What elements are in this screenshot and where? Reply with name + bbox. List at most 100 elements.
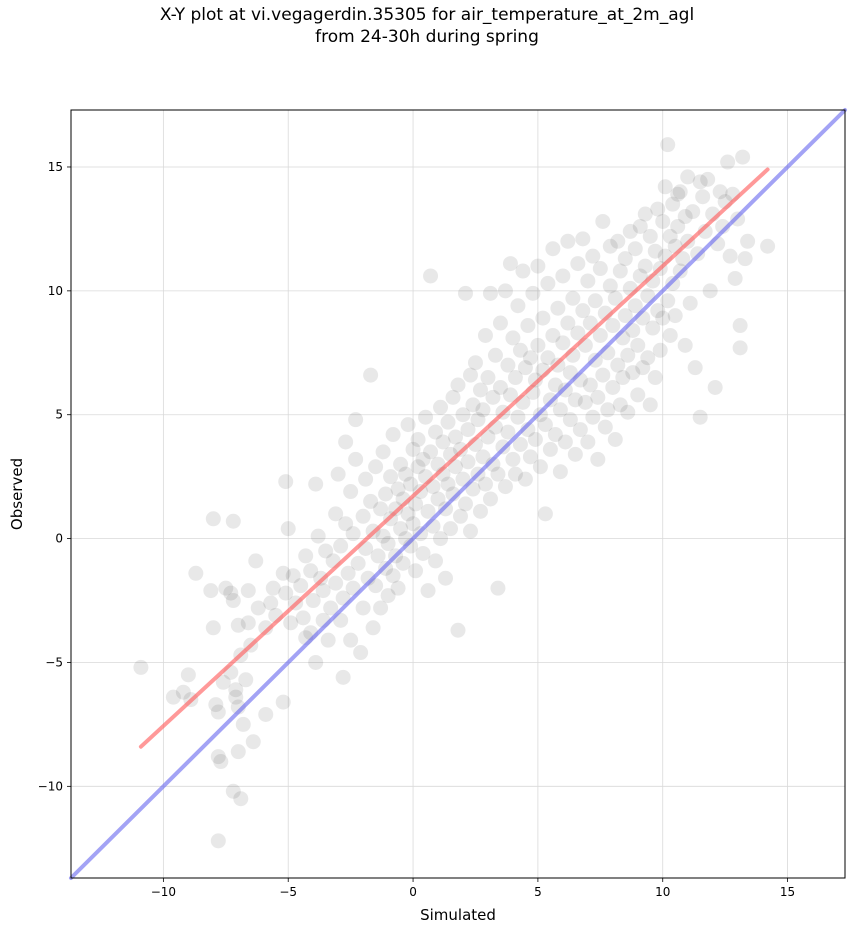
data-point [505, 330, 521, 346]
data-point [735, 149, 751, 165]
data-point [580, 434, 596, 450]
data-point [472, 382, 488, 398]
data-point [133, 659, 149, 675]
data-point [510, 298, 526, 314]
data-point [660, 293, 676, 309]
data-point [530, 258, 546, 274]
data-point [637, 206, 653, 222]
data-point [605, 379, 621, 395]
data-point [353, 645, 369, 661]
data-point [420, 583, 436, 599]
x-tick-label: −5 [279, 885, 297, 899]
data-point [572, 422, 588, 438]
data-point [210, 704, 226, 720]
data-point [567, 392, 583, 408]
data-point [323, 600, 339, 616]
data-point [375, 444, 391, 460]
data-point [433, 531, 449, 547]
data-point [470, 412, 486, 428]
data-point [228, 689, 244, 705]
data-point [233, 791, 249, 807]
data-point [435, 434, 451, 450]
data-point [363, 493, 379, 509]
data-point [552, 464, 568, 480]
data-point [240, 615, 256, 631]
chart-title: X-Y plot at vi.vegagerdin.35305 for air_… [0, 4, 854, 48]
data-point [570, 256, 586, 272]
data-point [510, 409, 526, 425]
data-point [525, 285, 541, 301]
y-tick-label: 0 [55, 532, 63, 546]
data-point [505, 451, 521, 467]
data-point [595, 367, 611, 383]
data-point [295, 610, 311, 626]
data-point [585, 248, 601, 264]
data-point [348, 412, 364, 428]
data-point [395, 555, 411, 571]
data-point [410, 431, 426, 447]
data-point [602, 278, 618, 294]
data-point [670, 218, 686, 234]
data-point [245, 734, 261, 750]
data-point [338, 434, 354, 450]
data-point [462, 367, 478, 383]
data-point [225, 513, 241, 529]
data-point [532, 459, 548, 475]
data-point [403, 476, 419, 492]
data-point [180, 667, 196, 683]
data-point [722, 248, 738, 264]
data-point [507, 370, 523, 386]
data-point [258, 620, 274, 636]
data-point [655, 310, 671, 326]
data-point [682, 295, 698, 311]
chart-title-line-1: X-Y plot at vi.vegagerdin.35305 for air_… [159, 5, 695, 25]
data-point [507, 466, 523, 482]
data-point [477, 476, 493, 492]
data-point [637, 258, 653, 274]
data-point [475, 449, 491, 465]
data-point [615, 370, 631, 386]
data-point [680, 169, 696, 185]
data-point [455, 407, 471, 423]
data-point [343, 632, 359, 648]
data-point [647, 370, 663, 386]
data-point [562, 412, 578, 428]
data-point [430, 491, 446, 507]
data-point [640, 350, 656, 366]
data-point [482, 285, 498, 301]
data-point [590, 389, 606, 405]
data-point [415, 451, 431, 467]
data-point [283, 615, 299, 631]
data-point [410, 459, 426, 475]
data-point [537, 417, 553, 433]
data-point [605, 318, 621, 334]
x-tick-label: 10 [655, 885, 670, 899]
data-point [343, 484, 359, 500]
data-point [438, 570, 454, 586]
data-point [552, 402, 568, 418]
data-point [308, 476, 324, 492]
scatter-points [133, 137, 776, 849]
data-point [592, 327, 608, 343]
data-point [450, 622, 466, 638]
data-point [330, 466, 346, 482]
data-point [630, 387, 646, 403]
data-point [487, 347, 503, 363]
data-point [597, 419, 613, 435]
data-point [285, 568, 301, 584]
data-point [650, 201, 666, 217]
data-point [540, 275, 556, 291]
data-point [617, 251, 633, 267]
data-point [480, 429, 496, 445]
data-point [428, 424, 444, 440]
data-point [687, 360, 703, 376]
data-point [642, 228, 658, 244]
data-point [660, 137, 676, 153]
data-point [385, 427, 401, 443]
data-point [333, 538, 349, 554]
data-point [275, 694, 291, 710]
data-point [415, 545, 431, 561]
data-point [675, 251, 691, 267]
data-point [490, 466, 506, 482]
